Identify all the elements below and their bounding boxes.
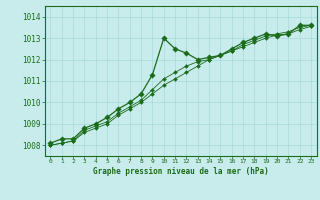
- X-axis label: Graphe pression niveau de la mer (hPa): Graphe pression niveau de la mer (hPa): [93, 167, 269, 176]
